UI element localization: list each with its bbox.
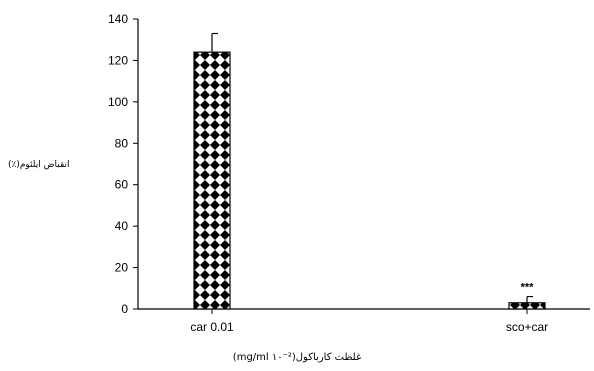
y-tick-label: 120 [108, 53, 128, 67]
x-axis-label-text: غلظت کارباکول(mg/ml ۱۰⁻²) [232, 352, 362, 363]
x-tick-label: car 0.01 [190, 320, 234, 334]
y-axis-label: انقباض ایلئوم(٪) [8, 160, 70, 170]
significance-label: *** [521, 282, 535, 294]
y-tick-label: 60 [115, 178, 129, 192]
y-tick-label: 80 [115, 136, 129, 150]
x-axis-label: غلظت کارباکول(mg/ml ۱۰⁻²) [0, 352, 594, 363]
y-tick-label: 140 [108, 12, 128, 26]
x-axis-ticks: car 0.01 sco+car [190, 309, 548, 334]
bar [193, 51, 231, 310]
x-tick-label: sco+car [506, 320, 548, 334]
bars: *** [193, 32, 546, 310]
y-tick-label: 20 [115, 261, 129, 275]
bar [508, 302, 546, 310]
y-tick-label: 100 [108, 95, 128, 109]
y-tick-label: 0 [121, 302, 128, 316]
y-tick-label: 40 [115, 219, 129, 233]
y-axis-ticks: 0 20 40 60 80 100 120 140 [108, 12, 138, 316]
